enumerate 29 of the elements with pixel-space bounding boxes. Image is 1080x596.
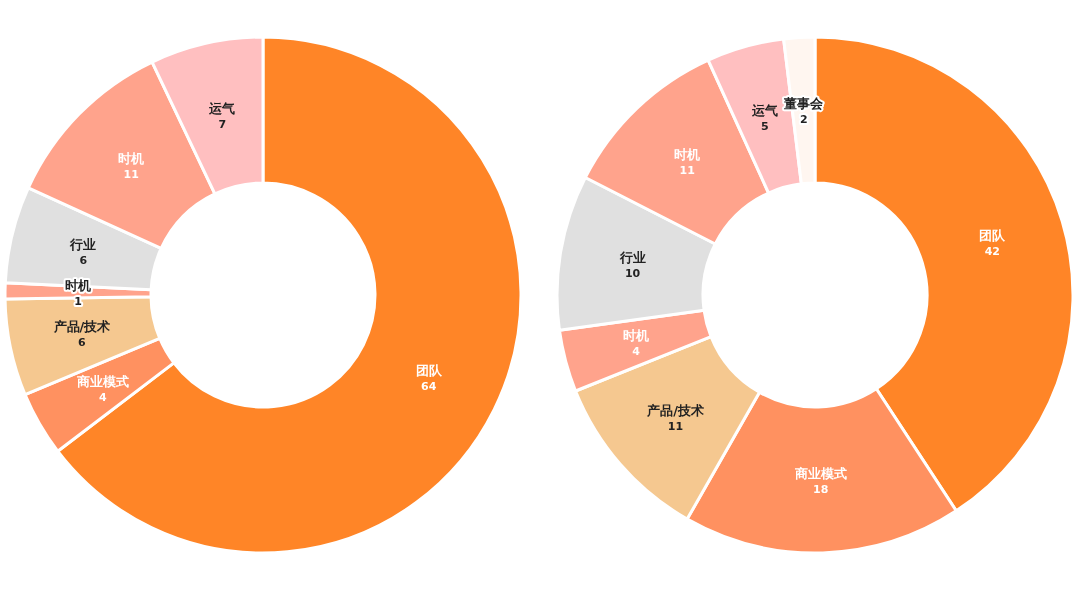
data-label: 4 [98, 390, 107, 404]
data-label: 18 [812, 482, 829, 496]
slice-label: 产品/技术 [646, 402, 704, 418]
slice-label: 行业 [618, 250, 646, 266]
data-label: 4 [632, 345, 641, 359]
data-label: 11 [123, 168, 139, 182]
slice-label: 时机 [674, 147, 701, 163]
data-label: 6 [78, 335, 87, 349]
slice-label: 时机 [65, 278, 92, 294]
data-label: 64 [421, 380, 437, 394]
slice-label: 团队 [979, 228, 1007, 244]
data-label: 6 [79, 254, 88, 268]
data-label: 10 [624, 267, 641, 281]
slice-label: 行业 [69, 237, 97, 253]
slice-label: 商业模式 [75, 373, 129, 389]
data-label: 11 [667, 419, 684, 433]
slice-label: 运气 [750, 102, 778, 118]
data-label: 42 [984, 245, 1000, 259]
data-label: 11 [679, 164, 695, 178]
slice-label: 时机 [118, 151, 145, 167]
data-label: 1 [74, 295, 82, 309]
slice-label: 运气 [208, 100, 236, 116]
slice-label: 产品/技术 [52, 318, 111, 334]
slice-label: 时机 [623, 328, 650, 344]
data-label: 7 [218, 117, 227, 131]
slice-label: 商业模式 [793, 465, 847, 481]
data-label: 5 [761, 119, 769, 133]
data-label: 2 [799, 113, 808, 127]
slice-label: 团队 [415, 363, 443, 379]
